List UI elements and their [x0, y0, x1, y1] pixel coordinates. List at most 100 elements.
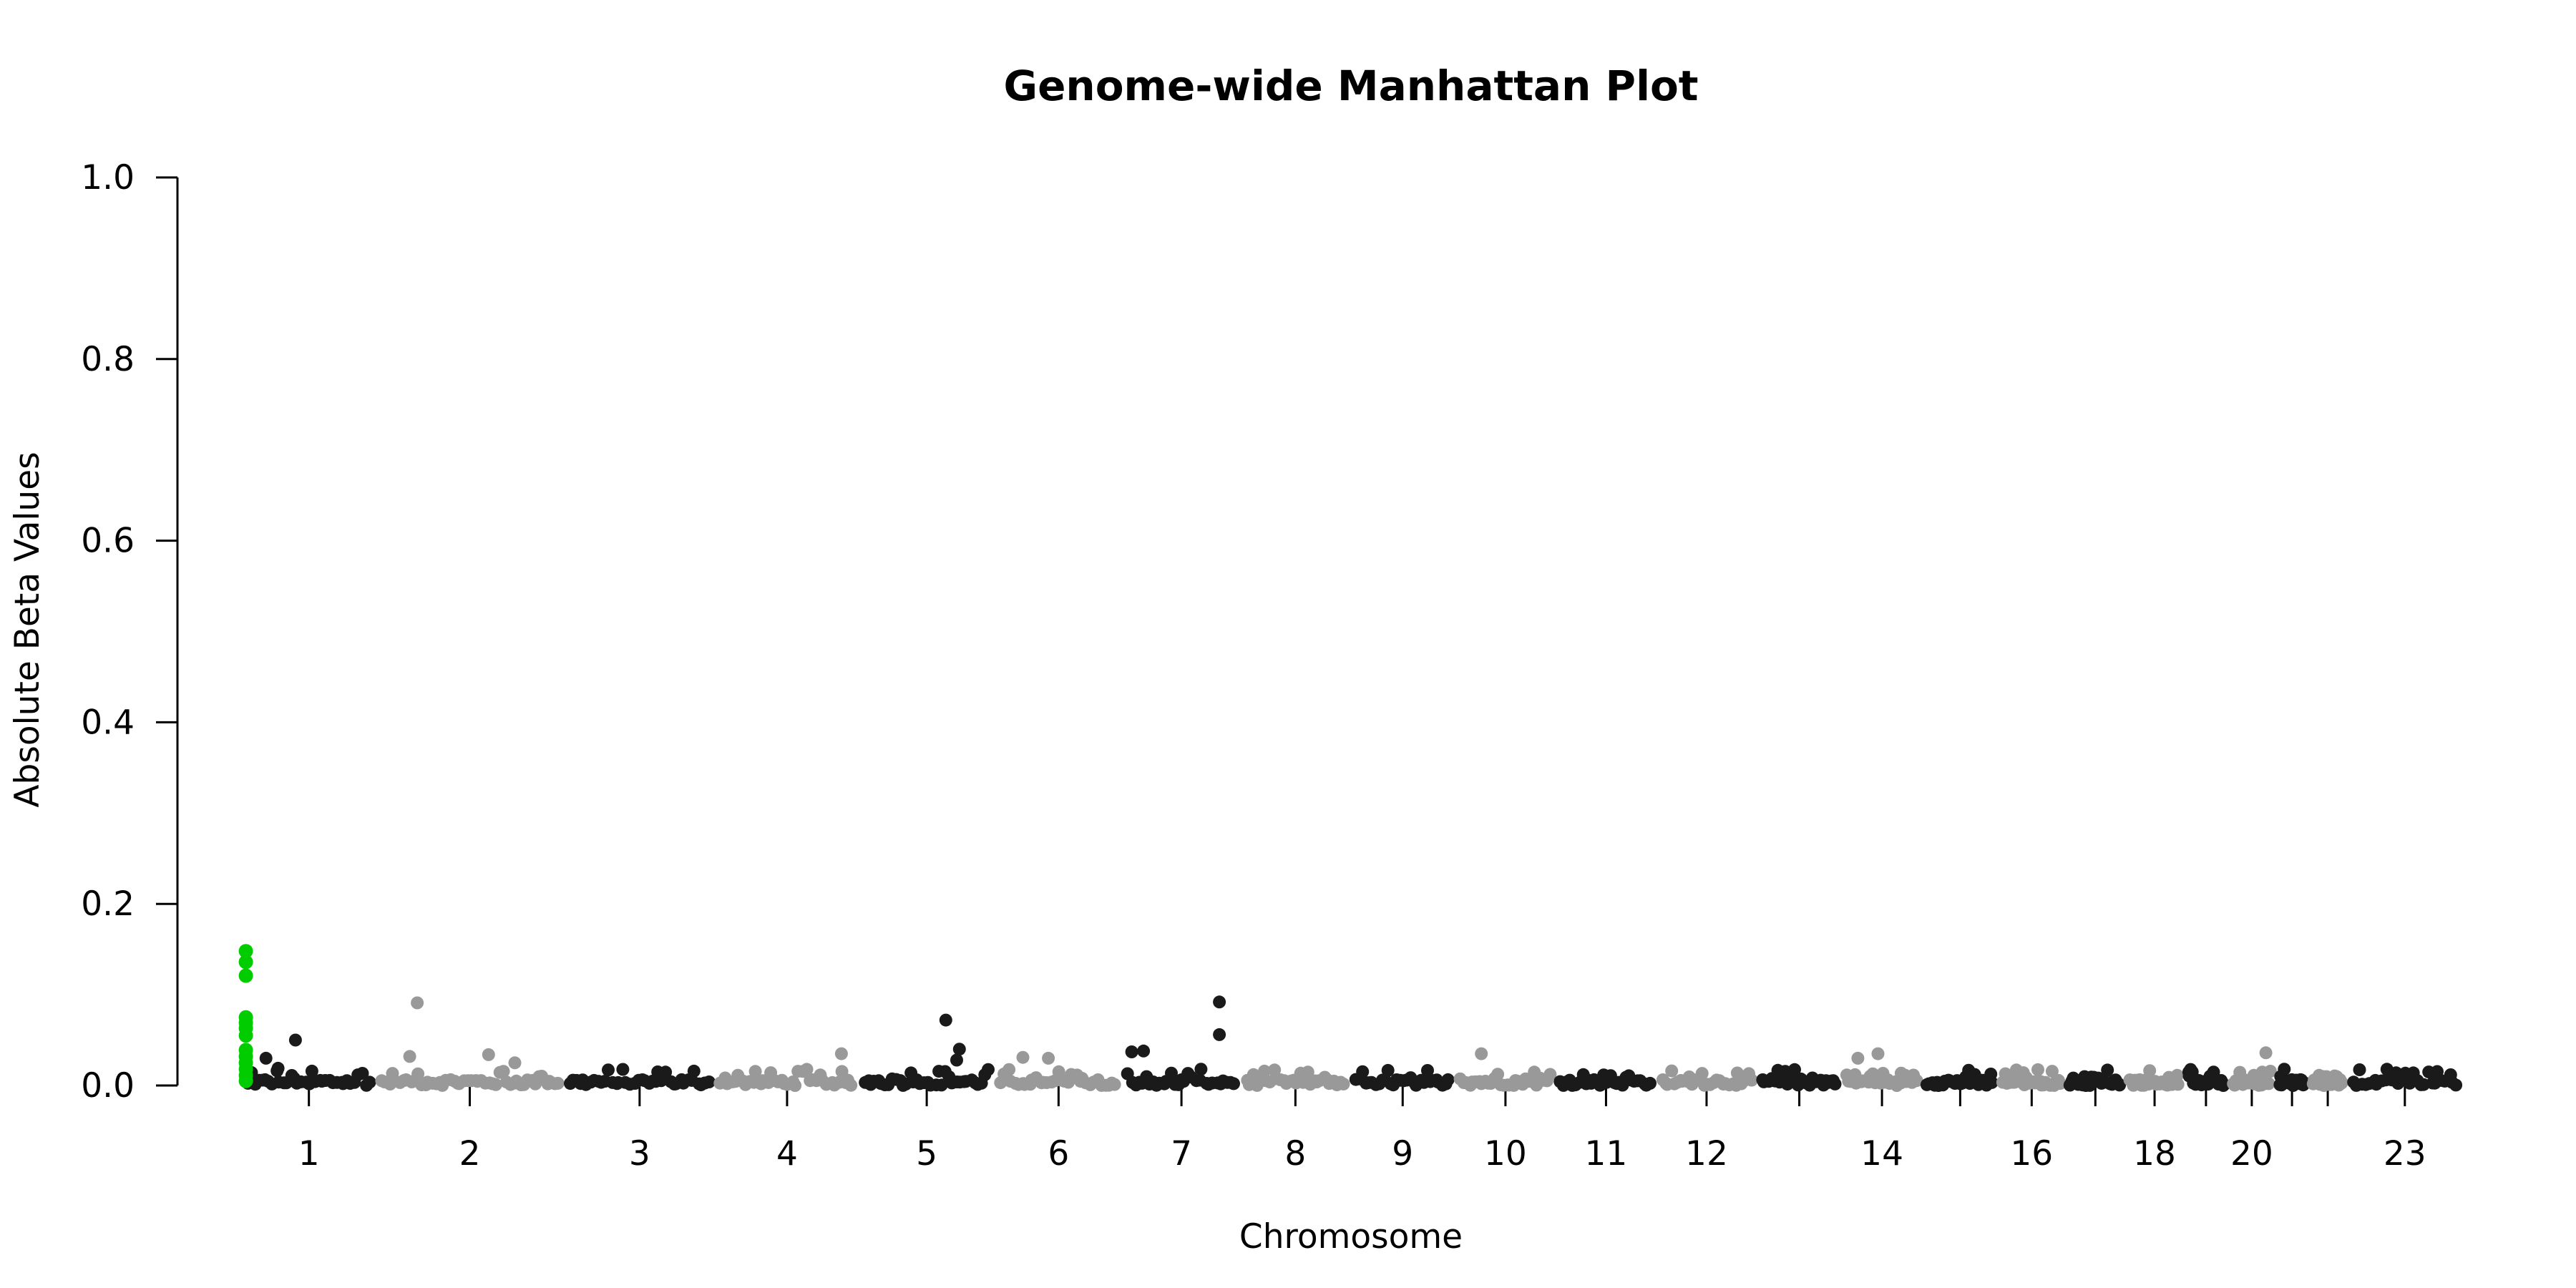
data-point: [489, 1078, 502, 1091]
data-point: [1665, 1064, 1679, 1078]
y-tick-label: 0.6: [81, 522, 135, 561]
data-point: [939, 1013, 952, 1027]
data-point: [551, 1076, 565, 1090]
y-axis-label: Absolute Beta Values: [8, 452, 47, 807]
y-tick-label: 0.4: [81, 703, 135, 742]
data-point: [616, 1063, 630, 1076]
data-point: [659, 1065, 673, 1079]
data-point: [1985, 1075, 1999, 1089]
data-point: [748, 1065, 762, 1078]
x-tick-label: 23: [2384, 1134, 2426, 1174]
data-point: [1695, 1067, 1709, 1080]
x-tick-label: 4: [776, 1134, 798, 1174]
data-point: [1381, 1063, 1395, 1077]
data-point: [1137, 1044, 1151, 1058]
data-point: [1644, 1076, 1657, 1090]
data-point: [1421, 1064, 1434, 1077]
x-tick-label: 10: [1484, 1134, 1527, 1174]
data-point: [1910, 1074, 1923, 1088]
data-point: [2143, 1064, 2157, 1078]
chart-title: Genome-wide Manhattan Plot: [1003, 62, 1698, 110]
data-point: [982, 1063, 995, 1076]
x-tick-label: 6: [1048, 1134, 1069, 1174]
data-point: [950, 1053, 963, 1067]
data-point: [1301, 1065, 1314, 1079]
data-point: [1258, 1064, 1272, 1078]
data-point: [2353, 1063, 2366, 1076]
highlighted-point: [238, 955, 253, 970]
data-point: [2054, 1077, 2067, 1091]
data-point: [482, 1048, 495, 1061]
data-point: [271, 1061, 285, 1075]
data-point: [1475, 1047, 1488, 1060]
data-points: [238, 944, 2463, 1092]
highlighted-point: [238, 944, 253, 959]
data-point: [305, 1064, 318, 1078]
data-point: [844, 1078, 858, 1092]
data-point: [288, 1033, 302, 1047]
data-point: [1016, 1050, 1030, 1064]
data-point: [1108, 1078, 1121, 1091]
data-point: [2262, 1077, 2275, 1091]
x-tick-label: 11: [1585, 1134, 1628, 1174]
data-point: [403, 1050, 416, 1063]
data-point: [1871, 1047, 1885, 1060]
y-tick-label: 0.8: [81, 340, 135, 379]
x-tick-label: 14: [1860, 1134, 1903, 1174]
data-point: [497, 1065, 510, 1078]
data-point: [1213, 995, 1226, 1009]
data-point: [834, 1047, 848, 1060]
highlighted-point: [238, 968, 253, 983]
x-tick-label: 20: [2230, 1134, 2273, 1174]
data-point: [1788, 1063, 1801, 1076]
data-point: [1227, 1077, 1240, 1091]
x-tick-label: 2: [459, 1134, 481, 1174]
x-tick-label: 3: [629, 1134, 650, 1174]
x-axis: 1 2 3 4 5 6 7 8 9 10 11 12 14 16 18 20 23: [298, 1085, 2426, 1174]
data-point: [1165, 1066, 1178, 1080]
data-point: [1356, 1065, 1370, 1078]
x-tick-label: 18: [2133, 1134, 2176, 1174]
data-point: [1002, 1063, 1016, 1076]
data-point: [789, 1079, 802, 1092]
data-point: [2031, 1063, 2044, 1076]
y-tick-label: 0.0: [81, 1066, 135, 1106]
data-point: [1213, 1028, 1226, 1041]
data-point: [1543, 1068, 1557, 1081]
data-point: [2113, 1078, 2127, 1092]
data-point: [259, 1051, 273, 1065]
y-tick-label: 1.0: [81, 158, 135, 197]
y-tick-label: 0.2: [81, 884, 135, 924]
data-point: [2217, 1079, 2230, 1092]
data-point: [2278, 1063, 2291, 1076]
data-point: [1441, 1073, 1455, 1086]
data-point: [356, 1067, 369, 1080]
data-point: [411, 1067, 425, 1080]
data-point: [1337, 1077, 1350, 1091]
highlighted-point: [238, 1028, 253, 1043]
data-point: [363, 1075, 376, 1089]
data-point: [2171, 1078, 2185, 1091]
data-point: [1851, 1051, 1865, 1065]
data-point: [2259, 1046, 2273, 1060]
data-point: [2045, 1065, 2059, 1078]
data-point: [2335, 1076, 2348, 1090]
x-tick-label: 12: [1685, 1134, 1728, 1174]
data-point: [411, 996, 424, 1010]
y-axis: 0.0 0.2 0.4 0.6 0.8 1.0: [81, 158, 179, 1106]
x-axis-label: Chromosome: [1239, 1217, 1463, 1257]
data-point: [508, 1056, 522, 1070]
data-point: [2101, 1063, 2114, 1077]
x-tick-label: 8: [1284, 1134, 1306, 1174]
x-tick-label: 1: [298, 1134, 320, 1174]
data-point: [935, 1078, 948, 1092]
x-tick-label: 7: [1171, 1134, 1192, 1174]
highlighted-point: [238, 1073, 253, 1088]
data-point: [1194, 1063, 1208, 1076]
data-point: [800, 1063, 814, 1076]
data-point: [1042, 1051, 1055, 1065]
data-point: [602, 1063, 615, 1077]
data-point: [2449, 1078, 2463, 1092]
data-point: [1125, 1045, 1138, 1058]
